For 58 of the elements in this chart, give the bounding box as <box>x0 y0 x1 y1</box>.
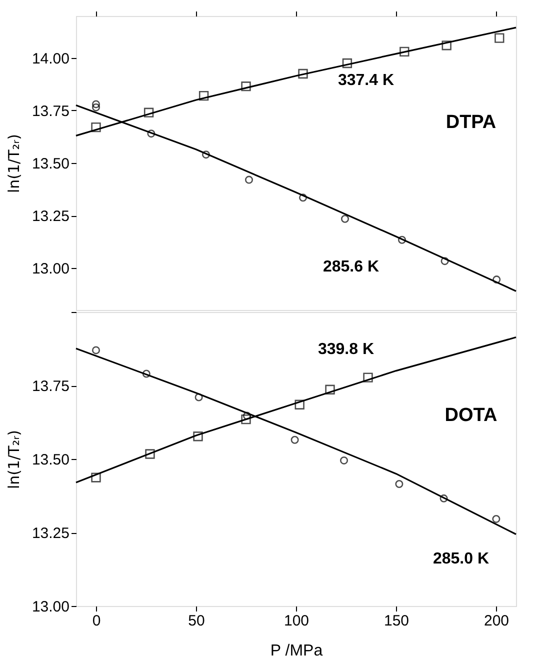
y-tick-label: 13.75 <box>32 378 70 395</box>
point <box>494 33 504 43</box>
series-label: 285.6 K <box>322 258 380 276</box>
point <box>242 412 252 420</box>
y-tick-label: 13.00 <box>32 598 70 616</box>
point <box>294 400 304 410</box>
x-tick-label: 100 <box>284 612 310 630</box>
point <box>147 130 156 138</box>
point <box>244 176 254 184</box>
x-tick-label: 50 <box>188 612 205 630</box>
x-tick-label: 200 <box>484 612 510 630</box>
point <box>202 150 210 159</box>
annotation: DTPA <box>446 112 496 133</box>
point <box>91 122 101 132</box>
y-tick-label: 13.75 <box>32 103 70 120</box>
series-label: 285.0 K <box>432 550 490 568</box>
annotation: DOTA <box>444 404 498 426</box>
point <box>198 90 209 101</box>
point <box>340 214 350 223</box>
point <box>144 108 154 118</box>
point <box>193 432 203 442</box>
x-tick-label: 0 <box>92 612 101 630</box>
y-tick-label: 13.25 <box>32 208 70 225</box>
point <box>340 456 348 464</box>
point <box>342 58 352 68</box>
point <box>92 346 100 354</box>
x-tick-label: 150 <box>384 612 410 630</box>
point <box>241 82 251 92</box>
y-tick-label: 13.50 <box>32 156 70 172</box>
point <box>440 257 449 266</box>
point <box>145 449 155 459</box>
point <box>142 370 150 378</box>
point <box>442 40 452 50</box>
y-tick-label: 13.00 <box>32 260 70 278</box>
point <box>400 46 410 57</box>
x-axis-title: P /MPa <box>270 642 323 660</box>
point <box>298 68 308 79</box>
point <box>290 436 299 444</box>
point <box>92 103 100 112</box>
point <box>241 414 251 424</box>
point <box>194 393 203 402</box>
point <box>492 276 501 284</box>
point <box>298 194 308 202</box>
y-tick-label: 13.25 <box>32 525 70 542</box>
y-axis-title: ln(1/T₂ᵣ) <box>4 430 23 490</box>
point <box>398 236 406 244</box>
series-label: 337.4 K <box>338 72 394 89</box>
point <box>325 384 335 394</box>
series-label: 339.8 K <box>318 340 374 358</box>
point <box>92 100 100 108</box>
point <box>440 494 448 502</box>
y-axis-title: ln(1/T₂ᵣ) <box>4 134 23 194</box>
point <box>395 480 404 488</box>
y-tick-label: 14.00 <box>32 50 70 68</box>
point <box>363 372 373 382</box>
point <box>492 514 500 523</box>
y-tick-label: 13.50 <box>32 452 70 468</box>
point <box>91 472 101 482</box>
